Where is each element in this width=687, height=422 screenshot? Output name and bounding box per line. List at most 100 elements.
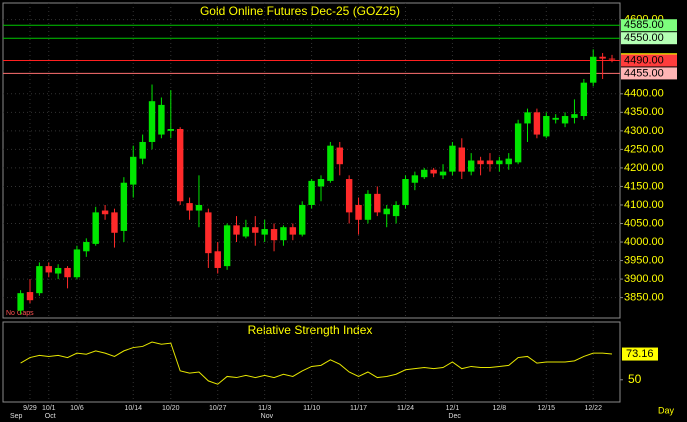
y-tick-label: 4300.00 (624, 125, 664, 137)
candle-body (552, 117, 559, 120)
candle-body (599, 56, 606, 59)
candle-body (421, 169, 428, 178)
candle-body (543, 116, 550, 137)
y-tick-label: 4000.00 (624, 236, 664, 248)
candle-body (92, 212, 99, 244)
candle-body (496, 160, 503, 165)
candle-body (45, 266, 52, 273)
level-box (621, 67, 677, 80)
candle-body (608, 58, 616, 60)
candle-body (580, 82, 588, 117)
candle-body (374, 193, 381, 213)
candle-body (336, 147, 343, 165)
candle-body (73, 249, 81, 278)
y-tick-label: 4100.00 (624, 199, 664, 211)
x-tick-label: 11/24 (397, 405, 414, 412)
x-tick-label: 12/8 (493, 405, 507, 412)
candle-body (402, 179, 409, 205)
candle-body (317, 179, 325, 187)
candle-body (176, 129, 184, 202)
level-box (621, 54, 677, 67)
annotation: No Gaps (6, 310, 34, 317)
candle-body (299, 204, 306, 235)
candle-body (186, 203, 193, 211)
x-tick-label: 11/10 (303, 405, 320, 412)
x-unit: Day (658, 405, 675, 415)
x-tick-label: 11/17 (350, 405, 367, 412)
candle-body (83, 242, 90, 252)
level-label: 4490.00 (624, 54, 664, 66)
candle-body (130, 156, 137, 185)
candle-body (26, 292, 34, 301)
candle-body (345, 179, 353, 213)
candle-body (280, 227, 287, 241)
candle-body (533, 112, 541, 135)
candle-body (364, 193, 372, 220)
level-label: 4455.00 (624, 67, 664, 79)
x-tick-label: 12/1 (446, 405, 460, 412)
candle-body (270, 229, 278, 241)
candle-body (571, 114, 578, 118)
candle-body (477, 160, 484, 165)
candle-body (252, 227, 259, 233)
x-tick-label: 9/29 (23, 405, 37, 412)
candle-body (36, 266, 43, 294)
month-label: Dec (448, 413, 461, 420)
candle-body (64, 267, 71, 278)
candle-body (524, 112, 531, 124)
indicator-value-box (622, 347, 658, 361)
price-panel (2, 2, 621, 319)
candle-body (242, 227, 250, 237)
y-tick-label: 4200.00 (624, 162, 664, 174)
x-tick-label: 10/14 (124, 405, 142, 412)
candle-body (486, 160, 494, 165)
month-label: Oct (45, 413, 56, 420)
candle-body (411, 175, 419, 183)
candle-body (195, 204, 203, 211)
candle-body (514, 123, 522, 163)
y-tick-label: 3850.00 (624, 292, 664, 304)
candle-body (590, 56, 597, 83)
x-tick-label: 10/6 (70, 405, 84, 412)
x-tick-label: 10/1 (42, 405, 56, 412)
level-label: 4550.00 (624, 32, 664, 44)
indicator-line (20, 341, 613, 385)
candle-body (430, 169, 437, 174)
indicator-value-label: 73.16 (626, 348, 654, 360)
y-tick-label: 4400.00 (624, 88, 664, 100)
candle-body (327, 145, 334, 181)
candle-body (120, 182, 128, 231)
candle-body (505, 158, 512, 165)
indicator-title: Relative Strength Index (248, 323, 373, 337)
candle-body (111, 212, 118, 233)
candle-body (139, 141, 146, 159)
x-tick-label: 10/20 (162, 405, 180, 412)
candle-body (308, 180, 315, 205)
y-tick-label: 4050.00 (624, 217, 664, 229)
candle-body (167, 129, 174, 131)
x-tick-label: 12/22 (584, 405, 602, 412)
candle-body (289, 227, 297, 235)
y-tick-label: 4350.00 (624, 106, 664, 118)
candle-body (214, 251, 221, 268)
y-tick-label: 4250.00 (624, 143, 664, 155)
candle-body (233, 225, 240, 235)
y-tick-label: 4150.00 (624, 180, 664, 192)
candle-body (101, 210, 109, 215)
candle-body (467, 160, 475, 172)
candle-body (355, 204, 362, 220)
x-tick-label: 11/3 (258, 405, 271, 412)
candle-body (158, 104, 165, 135)
candle-body (148, 101, 156, 142)
x-tick-label: 10/27 (209, 405, 227, 412)
candle-body (561, 116, 569, 124)
candle-body (261, 229, 268, 235)
y2-tick-label: 50 (628, 372, 642, 386)
candle-body (223, 225, 231, 267)
candle-body (205, 212, 212, 254)
level-label: 4585.00 (624, 19, 664, 31)
y-tick-label: 3950.00 (624, 254, 664, 266)
candle-body (439, 171, 447, 176)
chart-title: Gold Online Futures Dec-25 (GOZ25) (200, 4, 400, 18)
